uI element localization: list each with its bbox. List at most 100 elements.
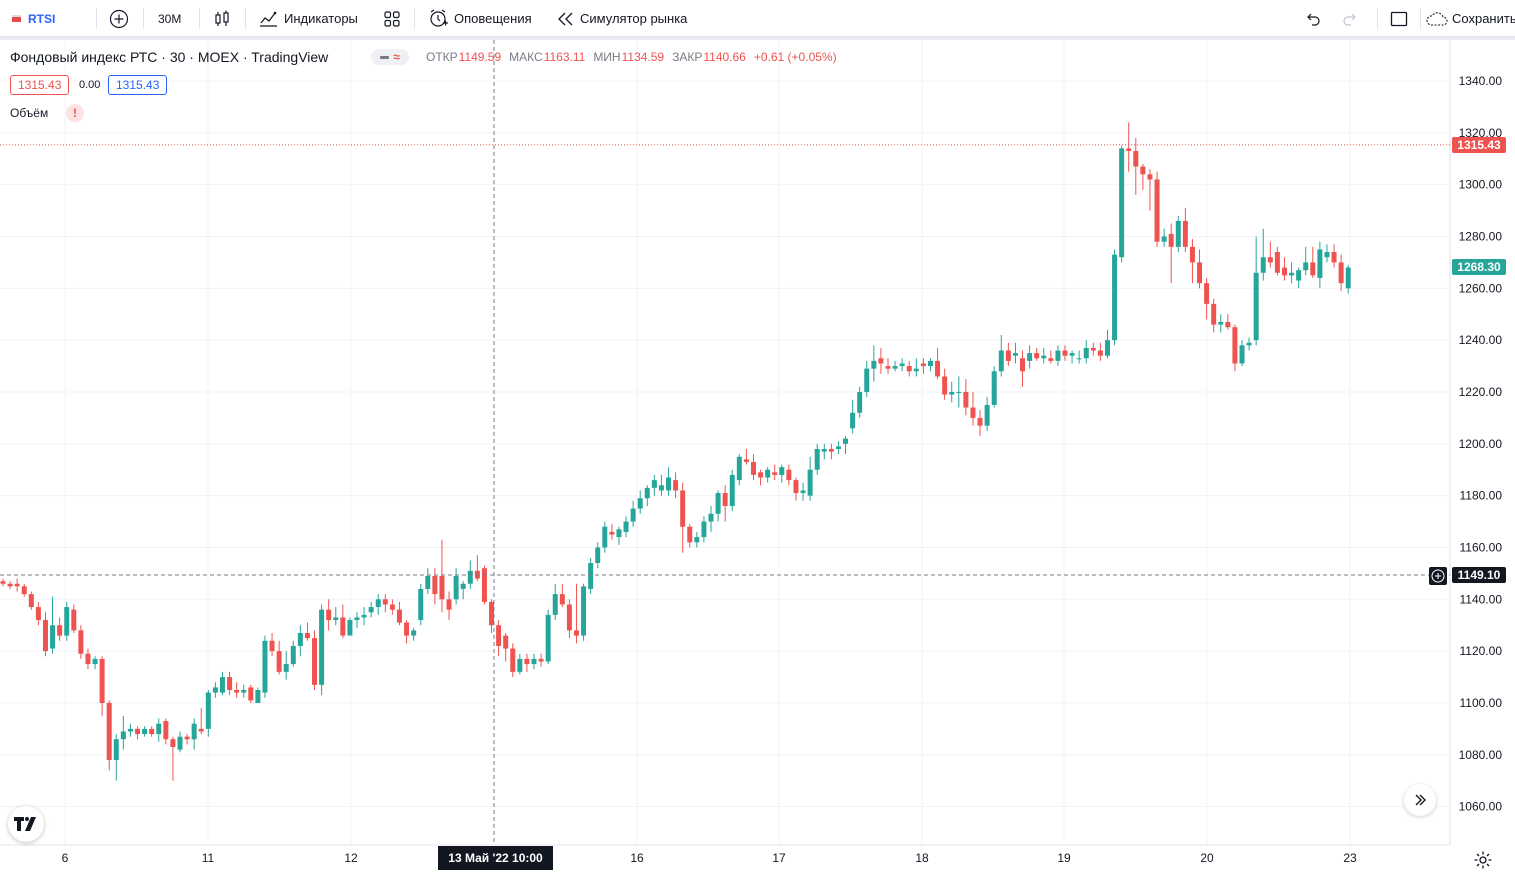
candle (1239, 340, 1245, 367)
candle (835, 441, 841, 455)
high-line-price-label: 1315.43 (1452, 137, 1506, 153)
candle (64, 601, 70, 641)
candle (163, 718, 169, 745)
legend-toggle-pill[interactable]: ≈ (371, 49, 409, 65)
tradingview-logo-icon (14, 817, 36, 831)
rewind-icon (558, 12, 573, 25)
candle (1324, 244, 1330, 263)
price-tick-label: 1300.00 (1459, 178, 1503, 192)
candle (57, 617, 63, 641)
candle (1253, 236, 1259, 346)
minus-icon (380, 55, 390, 59)
price-tick-label: 1240.00 (1459, 333, 1503, 347)
candle (1211, 298, 1217, 333)
time-tick-label: 6 (62, 851, 69, 865)
time-tick-label: 18 (915, 851, 929, 865)
replay-button[interactable]: Симулятор рынка (557, 0, 687, 37)
candle (552, 583, 558, 621)
chart-canvas[interactable]: 1340.001320.001300.001280.001260.001240.… (0, 40, 1515, 873)
plus-circle-icon (109, 9, 129, 28)
candle (566, 599, 572, 639)
candle (425, 568, 431, 595)
spread-value: 0.00 (79, 79, 101, 91)
time-tick-label: 17 (772, 851, 786, 865)
candle (1119, 145, 1125, 263)
candle (750, 454, 756, 481)
alerts-button[interactable]: Оповещения (428, 0, 532, 37)
candle (1090, 342, 1096, 356)
candle (906, 360, 912, 377)
candle (312, 630, 318, 691)
candle (35, 601, 41, 626)
redo-button[interactable] (1341, 0, 1359, 37)
change-value: +0.61 (+0.05%) (753, 50, 837, 64)
layouts-button[interactable] (382, 0, 402, 37)
price-tick-label: 1280.00 (1459, 229, 1503, 243)
candle (496, 620, 502, 657)
candle (177, 731, 183, 753)
compare-symbol-button[interactable] (109, 0, 129, 37)
candle (1055, 345, 1061, 367)
add-alert-plus-button[interactable] (1429, 567, 1447, 585)
symbol-search-button[interactable]: RTSI (12, 0, 55, 37)
gear-icon[interactable] (1472, 849, 1494, 871)
candle (198, 708, 204, 735)
candle (234, 682, 240, 698)
candle (1338, 254, 1344, 291)
price-scale[interactable]: 1340.00 1320.00 1300.00 1280.00 1260.00 1240.… (1459, 74, 1503, 814)
candle (715, 490, 721, 522)
candle (644, 485, 650, 507)
sell-price-box[interactable]: 1315.43 (10, 75, 70, 95)
candle (262, 635, 268, 698)
candle (722, 485, 728, 522)
candle (92, 656, 98, 670)
time-scale[interactable]: 6 11 12 16 17 18 19 20 23 (62, 851, 1357, 865)
save-button[interactable]: Сохранить (1425, 0, 1515, 37)
candle (474, 555, 480, 582)
candle (191, 718, 197, 750)
candle (227, 671, 233, 696)
indicators-button[interactable]: Индикаторы (258, 0, 358, 37)
candle (219, 671, 225, 696)
candle (1232, 324, 1238, 372)
candle (446, 591, 452, 621)
undo-button[interactable] (1304, 0, 1322, 37)
candle (850, 399, 856, 434)
candle (404, 620, 410, 644)
interval-button[interactable]: 30M (158, 0, 181, 37)
candle (878, 347, 884, 374)
tradingview-logo[interactable] (8, 806, 44, 842)
volume-legend[interactable]: Объём (10, 106, 49, 120)
russia-flag-icon (12, 15, 21, 22)
candle (432, 568, 438, 605)
scroll-to-realtime-button[interactable] (1404, 784, 1436, 816)
buy-price-box[interactable]: 1315.43 (108, 75, 168, 95)
candle (50, 596, 56, 654)
chart-legend-title[interactable]: Фондовый индекс РТС · 30 · MOEX · Tradin… (10, 49, 329, 65)
candle (1126, 122, 1132, 172)
candle (418, 583, 424, 626)
price-tick-label: 1220.00 (1459, 385, 1503, 399)
candle (772, 464, 778, 481)
candle (864, 360, 870, 398)
candle (297, 625, 303, 657)
candle (241, 684, 247, 698)
candle (1112, 249, 1118, 346)
candle (28, 591, 34, 610)
candle (1204, 277, 1210, 320)
candle (602, 521, 608, 553)
candles-icon (215, 10, 229, 26)
candle (1062, 345, 1068, 361)
chart-type-button[interactable] (212, 0, 232, 37)
candle (396, 601, 402, 626)
candle (885, 358, 891, 374)
candle (375, 594, 381, 615)
low-value: 1134.59 (621, 50, 665, 64)
candle (1218, 314, 1224, 333)
volume-warning-badge[interactable]: ! (66, 104, 84, 122)
candle (354, 612, 360, 628)
fullscreen-button[interactable] (1389, 0, 1409, 37)
crosshair-price-label: 1149.10 (1452, 567, 1506, 583)
candle (276, 640, 282, 675)
candle (977, 410, 983, 437)
